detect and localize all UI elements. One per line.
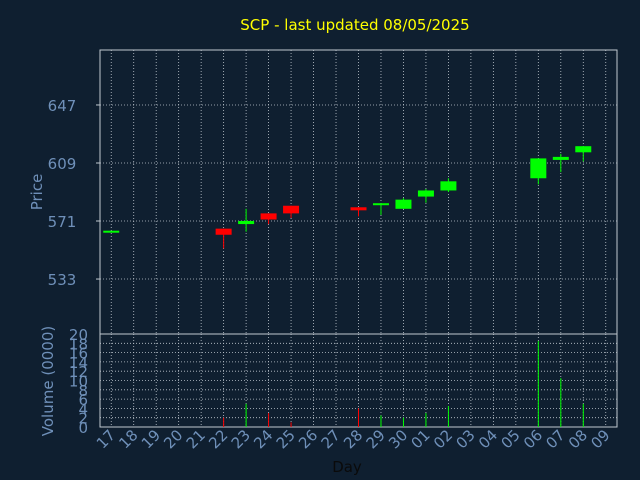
volume-tick-label: 4 — [78, 400, 88, 418]
candle-body — [372, 203, 389, 206]
price-tick-label: 647 — [48, 97, 77, 115]
candle-body — [103, 230, 120, 233]
price-axis-label: Price — [28, 174, 46, 211]
price-tick-label: 533 — [48, 271, 77, 289]
x-axis-label: Day — [332, 458, 362, 476]
chart-title: SCP - last updated 08/05/2025 — [240, 16, 469, 34]
volume-tick-label: 2 — [78, 410, 88, 428]
price-tick-label: 571 — [48, 213, 77, 231]
volume-tick-label: 20 — [69, 326, 88, 344]
candle-body — [215, 228, 232, 235]
candle-body — [260, 213, 277, 220]
price-panel: 533 571 609 647 — [48, 49, 618, 335]
price-tick-label: 609 — [48, 155, 77, 173]
candle-body — [575, 146, 592, 153]
x-axis: 1718192021222324252627282930010203040506… — [93, 426, 614, 452]
volume-axis-label: Volume (0000) — [39, 326, 57, 436]
volume-tick-label: 6 — [78, 391, 88, 409]
volume-tick-label: 14 — [69, 354, 88, 372]
candle-body — [395, 199, 412, 209]
candle-body — [440, 181, 457, 191]
x-tick-label: 09 — [587, 426, 613, 452]
volume-tick-label: 0 — [78, 419, 88, 437]
candle-body — [417, 190, 434, 197]
candle-body — [283, 205, 300, 214]
volume-tick-label: 10 — [69, 373, 88, 391]
candle-body — [238, 221, 255, 225]
volume-tick-label: 18 — [69, 335, 88, 353]
candle-body — [552, 156, 569, 160]
volume-tick-label: 8 — [78, 382, 88, 400]
candle-body — [530, 158, 547, 179]
candle-body — [350, 207, 367, 211]
volume-tick-label: 16 — [69, 345, 88, 363]
volume-tick-label: 12 — [69, 363, 88, 381]
